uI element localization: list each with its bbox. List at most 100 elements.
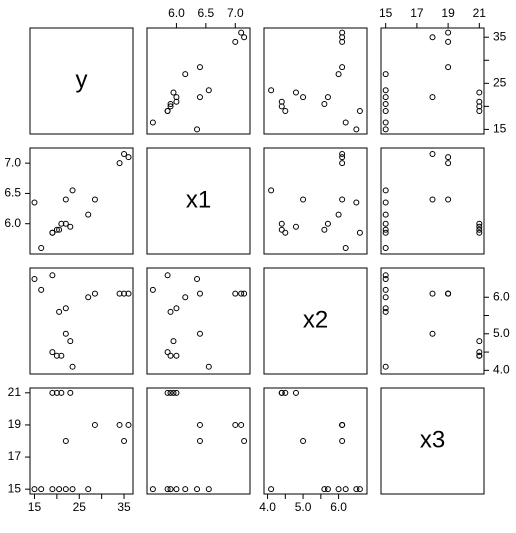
point bbox=[62, 330, 69, 337]
point bbox=[149, 119, 156, 126]
x-tick-label: 15 bbox=[28, 500, 42, 514]
point bbox=[67, 223, 74, 230]
point bbox=[324, 486, 331, 493]
point bbox=[62, 196, 69, 203]
point bbox=[324, 94, 331, 101]
point bbox=[62, 438, 69, 444]
point bbox=[56, 308, 63, 315]
point bbox=[382, 107, 389, 114]
point bbox=[445, 160, 452, 167]
point bbox=[321, 486, 328, 493]
point bbox=[382, 244, 389, 251]
point bbox=[38, 486, 45, 493]
point bbox=[196, 421, 203, 428]
point bbox=[382, 71, 389, 78]
point bbox=[476, 98, 483, 105]
panel bbox=[146, 267, 251, 375]
point bbox=[170, 389, 177, 396]
point bbox=[339, 29, 346, 36]
point bbox=[342, 119, 349, 126]
point bbox=[278, 226, 285, 233]
point bbox=[164, 107, 171, 114]
panel bbox=[380, 27, 485, 135]
point bbox=[429, 196, 436, 203]
point bbox=[382, 275, 389, 282]
point bbox=[164, 272, 171, 279]
point bbox=[300, 438, 307, 444]
point bbox=[173, 352, 180, 359]
x-tick-label: 4.0 bbox=[259, 500, 276, 514]
point bbox=[353, 126, 360, 133]
point bbox=[49, 229, 56, 236]
y-tick-label: 5.0 bbox=[493, 326, 510, 340]
point bbox=[476, 352, 483, 359]
point bbox=[476, 349, 483, 356]
point bbox=[382, 272, 389, 279]
x-tick-label: 25 bbox=[73, 500, 87, 514]
point bbox=[321, 101, 328, 108]
point bbox=[429, 151, 436, 158]
point bbox=[429, 94, 436, 101]
y-tick-label: 25 bbox=[493, 75, 507, 89]
point bbox=[476, 338, 483, 345]
x-tick-label: 7.0 bbox=[227, 6, 244, 20]
point bbox=[339, 38, 346, 45]
point bbox=[58, 389, 65, 396]
point bbox=[429, 330, 436, 337]
point bbox=[382, 308, 389, 315]
point bbox=[282, 107, 289, 114]
point bbox=[167, 389, 174, 396]
point bbox=[62, 486, 69, 493]
point bbox=[339, 160, 346, 167]
point bbox=[205, 87, 212, 94]
point bbox=[62, 305, 69, 312]
point bbox=[173, 98, 180, 105]
point bbox=[149, 486, 156, 493]
panel bbox=[380, 387, 485, 495]
point bbox=[339, 154, 346, 161]
point bbox=[49, 486, 56, 493]
x-tick-label: 19 bbox=[441, 6, 455, 20]
point bbox=[121, 151, 128, 158]
point bbox=[232, 290, 239, 297]
point bbox=[49, 349, 56, 356]
point bbox=[356, 486, 363, 493]
point bbox=[445, 29, 452, 36]
point bbox=[268, 187, 275, 194]
x-tick-label: 17 bbox=[410, 6, 424, 20]
point bbox=[445, 196, 452, 203]
point bbox=[38, 244, 45, 251]
point bbox=[69, 187, 76, 194]
point bbox=[194, 486, 201, 493]
point bbox=[31, 275, 38, 282]
point bbox=[445, 64, 452, 71]
point bbox=[58, 352, 65, 359]
point bbox=[205, 363, 212, 370]
point bbox=[173, 389, 180, 396]
point bbox=[232, 38, 239, 45]
point bbox=[69, 486, 76, 493]
point bbox=[339, 438, 346, 444]
point bbox=[292, 223, 299, 230]
point bbox=[167, 103, 174, 110]
point bbox=[182, 71, 189, 78]
point bbox=[38, 286, 45, 293]
point bbox=[282, 389, 289, 396]
point bbox=[49, 272, 56, 279]
point bbox=[125, 290, 132, 297]
point bbox=[56, 226, 63, 233]
panel bbox=[380, 147, 485, 255]
point bbox=[339, 196, 346, 203]
panel bbox=[263, 267, 368, 375]
point bbox=[268, 87, 275, 94]
point bbox=[300, 196, 307, 203]
point bbox=[445, 38, 452, 45]
point bbox=[282, 229, 289, 236]
point bbox=[382, 101, 389, 108]
point bbox=[342, 244, 349, 251]
point bbox=[53, 226, 60, 233]
x-tick-label: 6.0 bbox=[330, 500, 347, 514]
point bbox=[476, 226, 483, 233]
x-tick-label: 5.0 bbox=[295, 500, 312, 514]
point bbox=[194, 126, 201, 133]
